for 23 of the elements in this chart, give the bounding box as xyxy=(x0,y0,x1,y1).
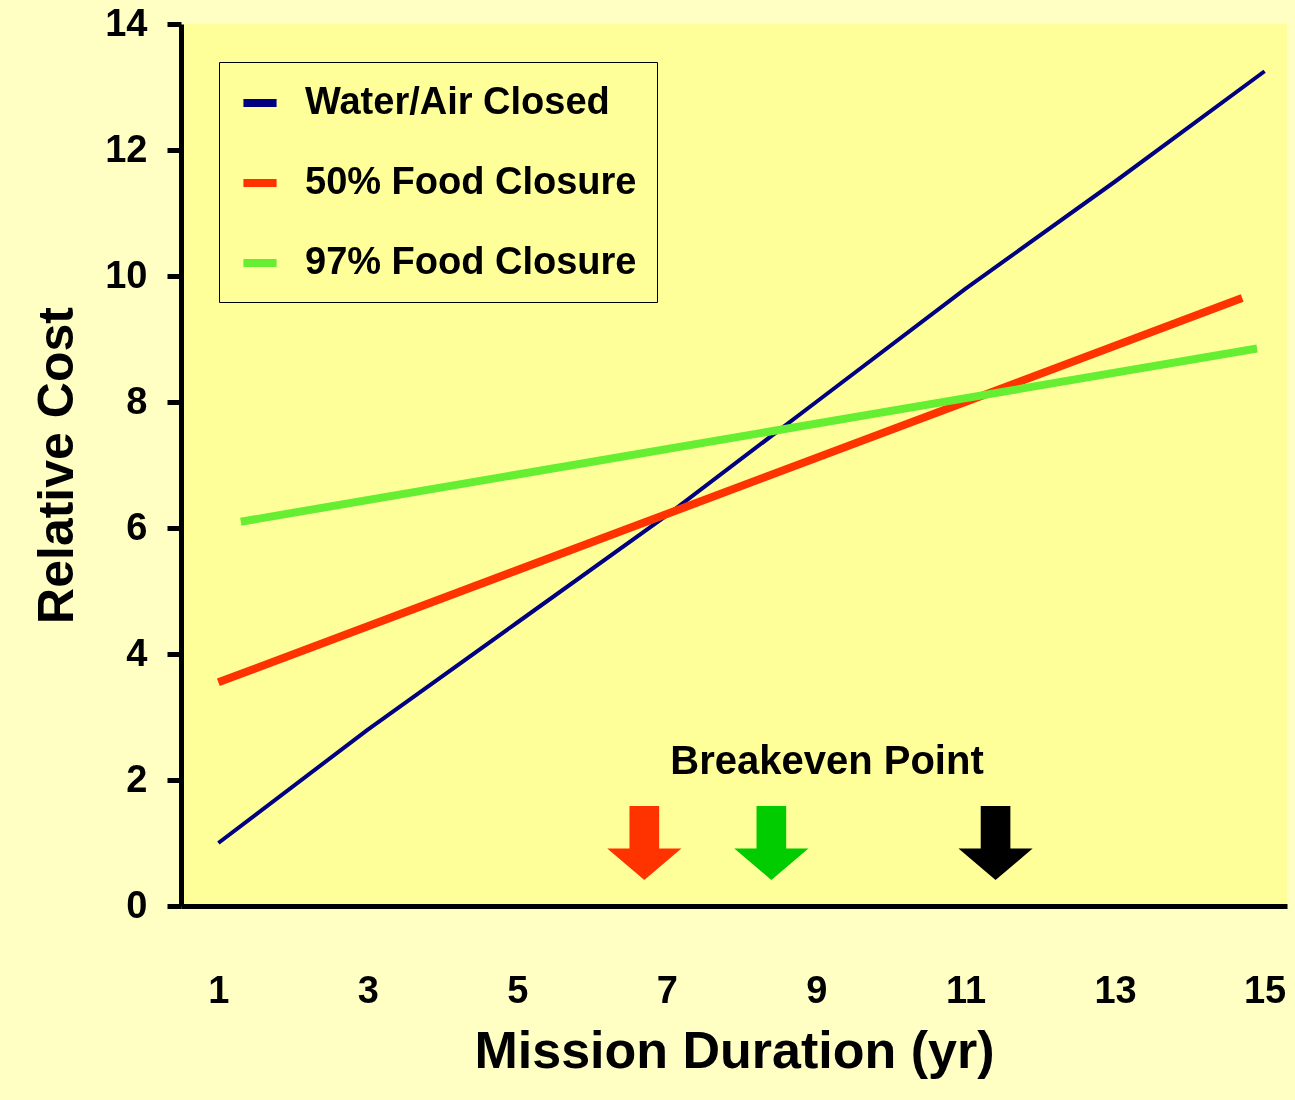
line-series xyxy=(216,69,1267,845)
legend-label: 50% Food Closure xyxy=(305,160,637,202)
legend-label: 97% Food Closure xyxy=(305,240,637,282)
y-tick-label: 6 xyxy=(126,505,148,548)
y-tick-label: 0 xyxy=(126,883,148,926)
x-tick-label: 9 xyxy=(806,968,828,1011)
x-tick-label: 5 xyxy=(507,968,529,1011)
x-tick-label: 1 xyxy=(208,968,230,1011)
x-tick-label: 15 xyxy=(1243,968,1287,1011)
y-tick-label: 2 xyxy=(126,757,148,800)
x-tick-label: 7 xyxy=(656,968,678,1011)
y-tick-label: 12 xyxy=(105,127,148,170)
annotation: Breakeven Point xyxy=(670,738,984,782)
x-axis-title: Mission Duration (yr) xyxy=(474,1020,995,1079)
x-tick-label: 11 xyxy=(946,968,987,1011)
y-tick-label: 14 xyxy=(105,1,148,44)
x-tick-label: 3 xyxy=(357,968,379,1011)
y-tick-label: 4 xyxy=(126,631,148,674)
x-tick-label: 13 xyxy=(1094,968,1137,1011)
y-tick-label: 10 xyxy=(105,253,148,296)
y-tick-label: 8 xyxy=(126,379,148,422)
legend-label: Water/Air Closed xyxy=(305,80,610,122)
y-axis-title: Relative Cost xyxy=(28,306,85,624)
